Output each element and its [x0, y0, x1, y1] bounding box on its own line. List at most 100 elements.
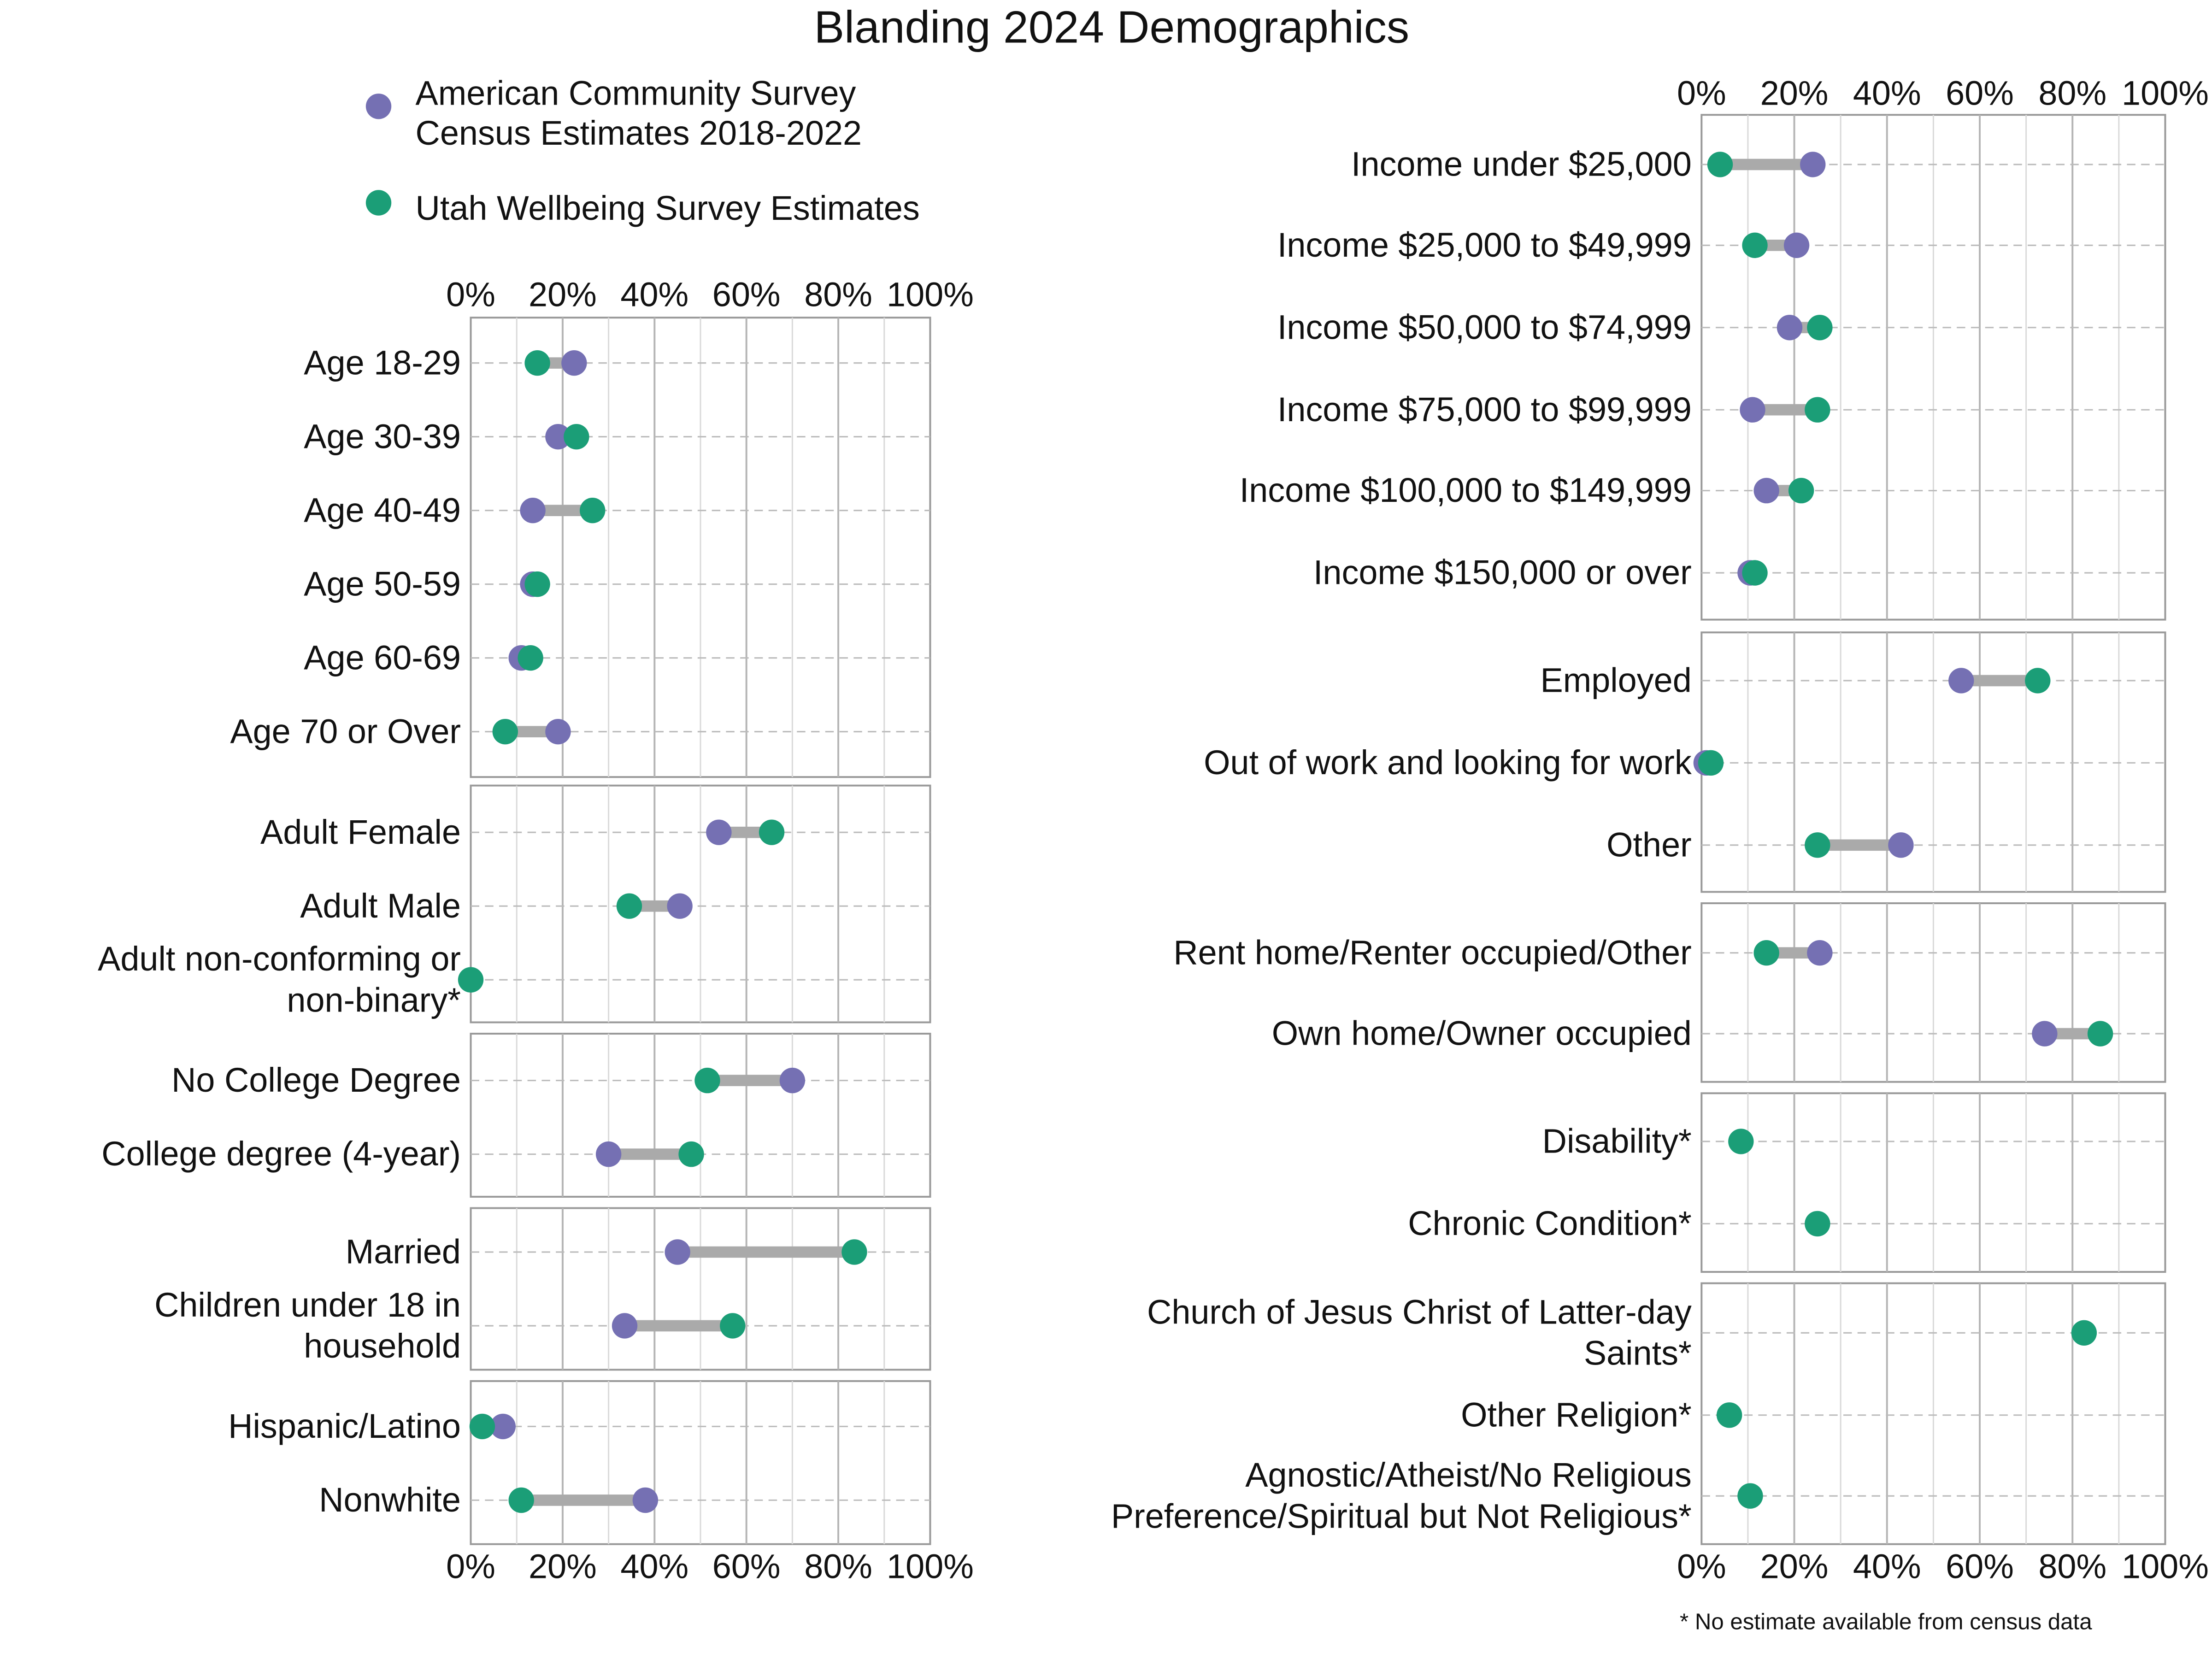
point-uws	[580, 498, 606, 524]
legend-label-line: Utah Wellbeing Survey Estimates	[416, 189, 920, 227]
legend-marker-acs	[365, 94, 392, 119]
row-label-line: Married	[346, 1233, 461, 1271]
point-uws	[469, 1413, 495, 1440]
bottom-tick-label: 80%	[2038, 1547, 2106, 1586]
left-column: 0%0%20%20%40%40%60%60%80%80%100%100%Age …	[98, 276, 974, 1586]
right-panel-4: Church of Jesus Christ of Latter-day Sain…	[1111, 1282, 2166, 1545]
point-acs	[561, 350, 587, 376]
legend-label-uws: Utah Wellbeing Survey Estimates	[416, 189, 920, 227]
top-tick-label: 20%	[1760, 74, 1829, 112]
point-acs	[520, 498, 546, 524]
point-uws	[508, 1487, 534, 1513]
legend-marker-uws	[365, 190, 392, 216]
bottom-tick-label: 20%	[529, 1547, 597, 1586]
row-label-line: Age 50-59	[304, 565, 461, 603]
point-acs	[779, 1067, 806, 1094]
left-panel-4: Hispanic/Latino Nonwhite	[228, 1380, 931, 1545]
row-label-line: Income $150,000 or over	[1313, 553, 1692, 592]
point-acs	[545, 424, 571, 450]
row-label: Adult non-conforming or non-binary*	[98, 940, 461, 1019]
row-label: Church of Jesus Christ of Latter-day Sain…	[1147, 1293, 1692, 1372]
point-acs	[1777, 315, 1803, 341]
row-label-line: non-binary*	[287, 981, 461, 1019]
row-label: Children under 18 in household	[154, 1286, 461, 1365]
bottom-tick-label: 40%	[1853, 1547, 1921, 1586]
point-acs	[545, 719, 571, 745]
point-acs	[1948, 668, 1974, 694]
row-label-line: Age 60-69	[304, 638, 461, 677]
point-acs	[490, 1413, 516, 1440]
point-uws	[694, 1067, 720, 1094]
bottom-tick-label: 20%	[1760, 1547, 1829, 1586]
row-label-line: Rent home/Renter occupied/Other	[1173, 933, 1691, 971]
point-acs	[1888, 832, 1914, 858]
top-tick-label: 100%	[2122, 74, 2209, 112]
legend: American Community Survey Census Estimate…	[365, 74, 920, 227]
left-panel-1: Adult Female Adult Male Adult non-conformi…	[98, 784, 931, 1024]
point-uws	[1737, 1483, 1763, 1509]
point-uws	[564, 424, 589, 450]
row-label: Employed	[1540, 661, 1691, 700]
right-panel-1: Employed Out of work and looking for work…	[1204, 631, 2166, 893]
row-label-line: Hispanic/Latino	[228, 1407, 461, 1445]
row-label: Age 40-49	[304, 491, 461, 529]
bottom-tick-label: 0%	[446, 1547, 495, 1586]
point-acs	[595, 1141, 622, 1167]
point-uws	[1788, 477, 1814, 504]
row-label: Age 18-29	[304, 343, 461, 382]
bottom-tick-label: 40%	[620, 1547, 688, 1586]
row-label-line: Other Religion*	[1461, 1395, 1692, 1434]
footnote: * No estimate available from census data	[1680, 1609, 2092, 1634]
point-uws	[1707, 152, 1733, 177]
row-label: Income $25,000 to $49,999	[1277, 226, 1692, 264]
bottom-tick-label: 0%	[1677, 1547, 1726, 1586]
point-acs	[612, 1313, 638, 1339]
top-tick-label: 100%	[887, 276, 974, 314]
point-acs	[1740, 397, 1765, 423]
point-uws	[2025, 668, 2051, 694]
row-label-line: Age 18-29	[304, 343, 461, 382]
row-label-line: Age 70 or Over	[230, 712, 461, 750]
point-acs	[632, 1487, 659, 1513]
row-label: Age 60-69	[304, 638, 461, 677]
row-label: Income under $25,000	[1351, 145, 1692, 183]
row-label-line: Adult Female	[260, 813, 461, 851]
row-label: Other Religion*	[1461, 1395, 1692, 1434]
point-uws	[1807, 315, 1833, 341]
row-label: Chronic Condition*	[1408, 1204, 1692, 1242]
row-label-line: Church of Jesus Christ of Latter-day	[1147, 1293, 1692, 1331]
point-uws	[524, 571, 550, 597]
row-label-line: Age 40-49	[304, 491, 461, 529]
row-label-line: Income $75,000 to $99,999	[1277, 390, 1692, 429]
top-tick-label: 40%	[1853, 74, 1921, 112]
row-label-line: Chronic Condition*	[1408, 1204, 1692, 1242]
row-label-line: Disability*	[1542, 1122, 1692, 1160]
row-label-line: Agnostic/Atheist/No Religious	[1245, 1456, 1691, 1494]
top-tick-label: 80%	[804, 276, 872, 314]
row-label-line: Adult non-conforming or	[98, 940, 461, 978]
point-acs	[1753, 477, 1779, 504]
row-label: Income $50,000 to $74,999	[1277, 308, 1692, 346]
left-panel-3: Married Children under 18 in household	[154, 1207, 931, 1371]
bottom-tick-label: 100%	[2122, 1547, 2209, 1586]
point-uws	[720, 1313, 746, 1339]
row-label: Married	[346, 1233, 461, 1271]
row-label: Rent home/Renter occupied/Other	[1173, 933, 1691, 971]
point-uws	[616, 893, 642, 919]
top-tick-label: 0%	[1677, 74, 1726, 112]
row-label-line: Children under 18 in	[154, 1286, 461, 1324]
row-label-line: No College Degree	[171, 1061, 461, 1099]
row-label-line: Adult Male	[300, 887, 461, 925]
row-label: Adult Male	[300, 887, 461, 925]
right-panel-0: Income under $25,000 Income $25,000 to $4…	[1240, 114, 2166, 621]
point-uws	[2071, 1320, 2097, 1346]
bottom-tick-label: 60%	[1946, 1547, 2014, 1586]
row-label: Age 70 or Over	[230, 712, 461, 750]
point-acs	[2032, 1021, 2058, 1047]
point-uws	[458, 967, 484, 993]
legend-label-acs: American Community Survey Census Estimate…	[416, 74, 862, 152]
point-uws	[678, 1141, 704, 1167]
row-label-line: Income $50,000 to $74,999	[1277, 308, 1692, 346]
row-label-line: Income under $25,000	[1351, 145, 1692, 183]
row-label: Income $75,000 to $99,999	[1277, 390, 1692, 429]
